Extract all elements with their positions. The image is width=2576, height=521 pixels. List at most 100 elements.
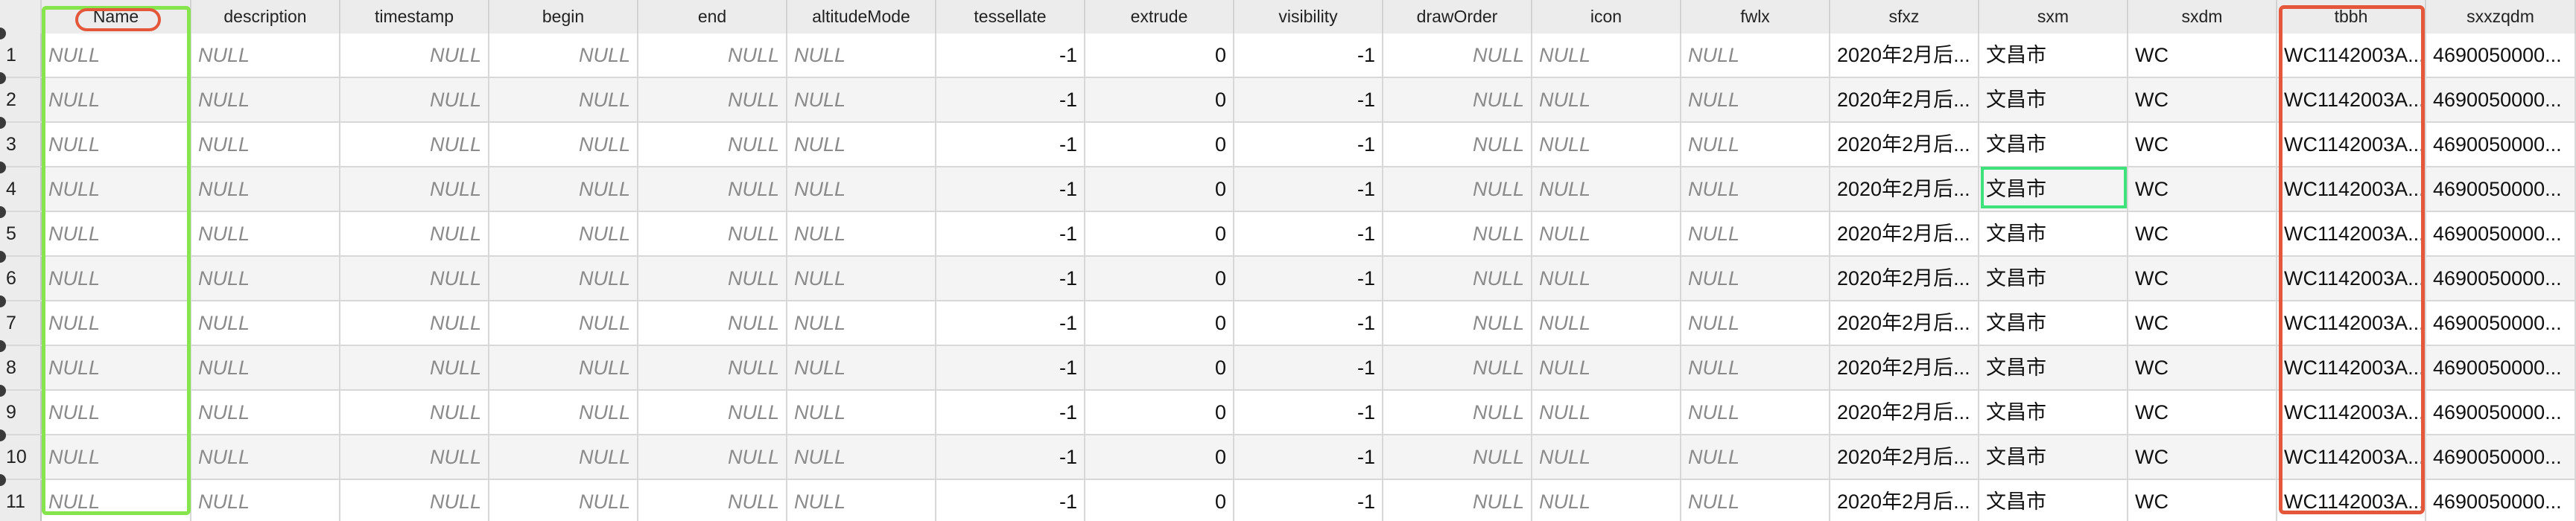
cell-sxxzqdm[interactable]: 4690050000... — [2426, 212, 2576, 255]
cell-altitude-mode[interactable]: NULL — [787, 167, 936, 211]
cell-sxm[interactable]: 文昌市 — [1979, 123, 2128, 166]
cell-icon[interactable]: NULL — [1532, 480, 1681, 521]
cell-sxm[interactable]: 文昌市 — [1979, 301, 2128, 345]
table-row[interactable]: 11 NULL NULL NULL NULL NULL NULL -1 0 -1 NULL NULL N… — [0, 474, 2576, 521]
cell-tessellate[interactable]: -1 — [936, 33, 1085, 77]
cell-extrude[interactable]: 0 — [1085, 78, 1234, 121]
cell-description[interactable]: NULL — [191, 212, 340, 255]
cell-timestamp[interactable]: NULL — [340, 167, 489, 211]
cell-icon[interactable]: NULL — [1532, 346, 1681, 389]
cell-sxdm[interactable]: WC — [2128, 257, 2277, 300]
cell-sxxzqdm[interactable]: 4690050000... — [2426, 435, 2576, 479]
cell-tbbh[interactable]: WC1142003A... — [2277, 391, 2426, 434]
cell-visibility[interactable]: -1 — [1234, 33, 1383, 77]
cell-end[interactable]: NULL — [638, 257, 787, 300]
cell-extrude[interactable]: 0 — [1085, 301, 1234, 345]
table-row[interactable]: 5 NULL NULL NULL NULL NULL NULL -1 0 -1 NULL NULL NU… — [0, 206, 2576, 257]
cell-description[interactable]: NULL — [191, 78, 340, 121]
cell-icon[interactable]: NULL — [1532, 301, 1681, 345]
cell-name[interactable]: NULL — [42, 435, 191, 479]
cell-description[interactable]: NULL — [191, 257, 340, 300]
cell-sxxzqdm[interactable]: 4690050000... — [2426, 78, 2576, 121]
cell-sxm[interactable]: 文昌市 — [1979, 480, 2128, 521]
cell-sxxzqdm[interactable]: 4690050000... — [2426, 167, 2576, 211]
cell-description[interactable]: NULL — [191, 167, 340, 211]
cell-begin[interactable]: NULL — [489, 257, 638, 300]
cell-fwlx[interactable]: NULL — [1681, 123, 1830, 166]
cell-fwlx[interactable]: NULL — [1681, 167, 1830, 211]
column-header-tbbh[interactable]: tbbh — [2277, 0, 2426, 33]
cell-end[interactable]: NULL — [638, 346, 787, 389]
cell-icon[interactable]: NULL — [1532, 257, 1681, 300]
cell-sxm[interactable]: 文昌市 — [1979, 212, 2128, 255]
cell-end[interactable]: NULL — [638, 435, 787, 479]
cell-end[interactable]: NULL — [638, 123, 787, 166]
cell-sxm[interactable]: 文昌市 — [1979, 257, 2128, 300]
cell-description[interactable]: NULL — [191, 301, 340, 345]
cell-tbbh[interactable]: WC1142003A... — [2277, 33, 2426, 77]
cell-name[interactable]: NULL — [42, 33, 191, 77]
cell-visibility[interactable]: -1 — [1234, 435, 1383, 479]
cell-timestamp[interactable]: NULL — [340, 78, 489, 121]
row-resize-handle-icon[interactable] — [0, 28, 6, 39]
cell-extrude[interactable]: 0 — [1085, 33, 1234, 77]
cell-sxxzqdm[interactable]: 4690050000... — [2426, 257, 2576, 300]
cell-extrude[interactable]: 0 — [1085, 212, 1234, 255]
cell-sxxzqdm[interactable]: 4690050000... — [2426, 123, 2576, 166]
cell-end[interactable]: NULL — [638, 78, 787, 121]
cell-sfxz[interactable]: 2020年2月后... — [1830, 435, 1979, 479]
row-resize-handle-icon[interactable] — [0, 429, 6, 441]
cell-icon[interactable]: NULL — [1532, 212, 1681, 255]
cell-name[interactable]: NULL — [42, 480, 191, 521]
cell-visibility[interactable]: -1 — [1234, 78, 1383, 121]
cell-tbbh[interactable]: WC1142003A... — [2277, 167, 2426, 211]
cell-begin[interactable]: NULL — [489, 301, 638, 345]
column-header-description[interactable]: description — [191, 0, 340, 33]
cell-extrude[interactable]: 0 — [1085, 391, 1234, 434]
cell-visibility[interactable]: -1 — [1234, 212, 1383, 255]
cell-description[interactable]: NULL — [191, 123, 340, 166]
cell-end[interactable]: NULL — [638, 480, 787, 521]
cell-timestamp[interactable]: NULL — [340, 346, 489, 389]
cell-fwlx[interactable]: NULL — [1681, 301, 1830, 345]
cell-draw-order[interactable]: NULL — [1383, 257, 1532, 300]
row-resize-handle-icon[interactable] — [0, 340, 6, 352]
row-number[interactable]: 6 — [0, 257, 42, 300]
cell-fwlx[interactable]: NULL — [1681, 33, 1830, 77]
cell-begin[interactable]: NULL — [489, 346, 638, 389]
row-number[interactable]: 3 — [0, 123, 42, 166]
row-number[interactable]: 9 — [0, 391, 42, 434]
cell-altitude-mode[interactable]: NULL — [787, 33, 936, 77]
cell-draw-order[interactable]: NULL — [1383, 391, 1532, 434]
cell-altitude-mode[interactable]: NULL — [787, 212, 936, 255]
cell-extrude[interactable]: 0 — [1085, 346, 1234, 389]
cell-begin[interactable]: NULL — [489, 78, 638, 121]
cell-draw-order[interactable]: NULL — [1383, 346, 1532, 389]
cell-end[interactable]: NULL — [638, 33, 787, 77]
cell-tessellate[interactable]: -1 — [936, 301, 1085, 345]
cell-name[interactable]: NULL — [42, 391, 191, 434]
cell-icon[interactable]: NULL — [1532, 33, 1681, 77]
cell-icon[interactable]: NULL — [1532, 435, 1681, 479]
cell-sxdm[interactable]: WC — [2128, 391, 2277, 434]
row-resize-handle-icon[interactable] — [0, 117, 6, 129]
cell-description[interactable]: NULL — [191, 33, 340, 77]
cell-tessellate[interactable]: -1 — [936, 435, 1085, 479]
cell-begin[interactable]: NULL — [489, 435, 638, 479]
cell-sxm[interactable]: 文昌市 — [1979, 391, 2128, 434]
cell-visibility[interactable]: -1 — [1234, 123, 1383, 166]
cell-sfxz[interactable]: 2020年2月后... — [1830, 123, 1979, 166]
cell-tbbh[interactable]: WC1142003A... — [2277, 480, 2426, 521]
table-row[interactable]: 8 NULL NULL NULL NULL NULL NULL -1 0 -1 NULL NULL NU… — [0, 340, 2576, 391]
cell-draw-order[interactable]: NULL — [1383, 480, 1532, 521]
cell-draw-order[interactable]: NULL — [1383, 33, 1532, 77]
table-row[interactable]: 7 NULL NULL NULL NULL NULL NULL -1 0 -1 NULL NULL NU… — [0, 295, 2576, 346]
cell-name[interactable]: NULL — [42, 123, 191, 166]
cell-timestamp[interactable]: NULL — [340, 301, 489, 345]
cell-sxxzqdm[interactable]: 4690050000... — [2426, 391, 2576, 434]
cell-sxdm[interactable]: WC — [2128, 435, 2277, 479]
cell-icon[interactable]: NULL — [1532, 123, 1681, 166]
row-number[interactable]: 2 — [0, 78, 42, 121]
cell-timestamp[interactable]: NULL — [340, 33, 489, 77]
cell-sxm[interactable]: 文昌市 — [1979, 167, 2128, 211]
